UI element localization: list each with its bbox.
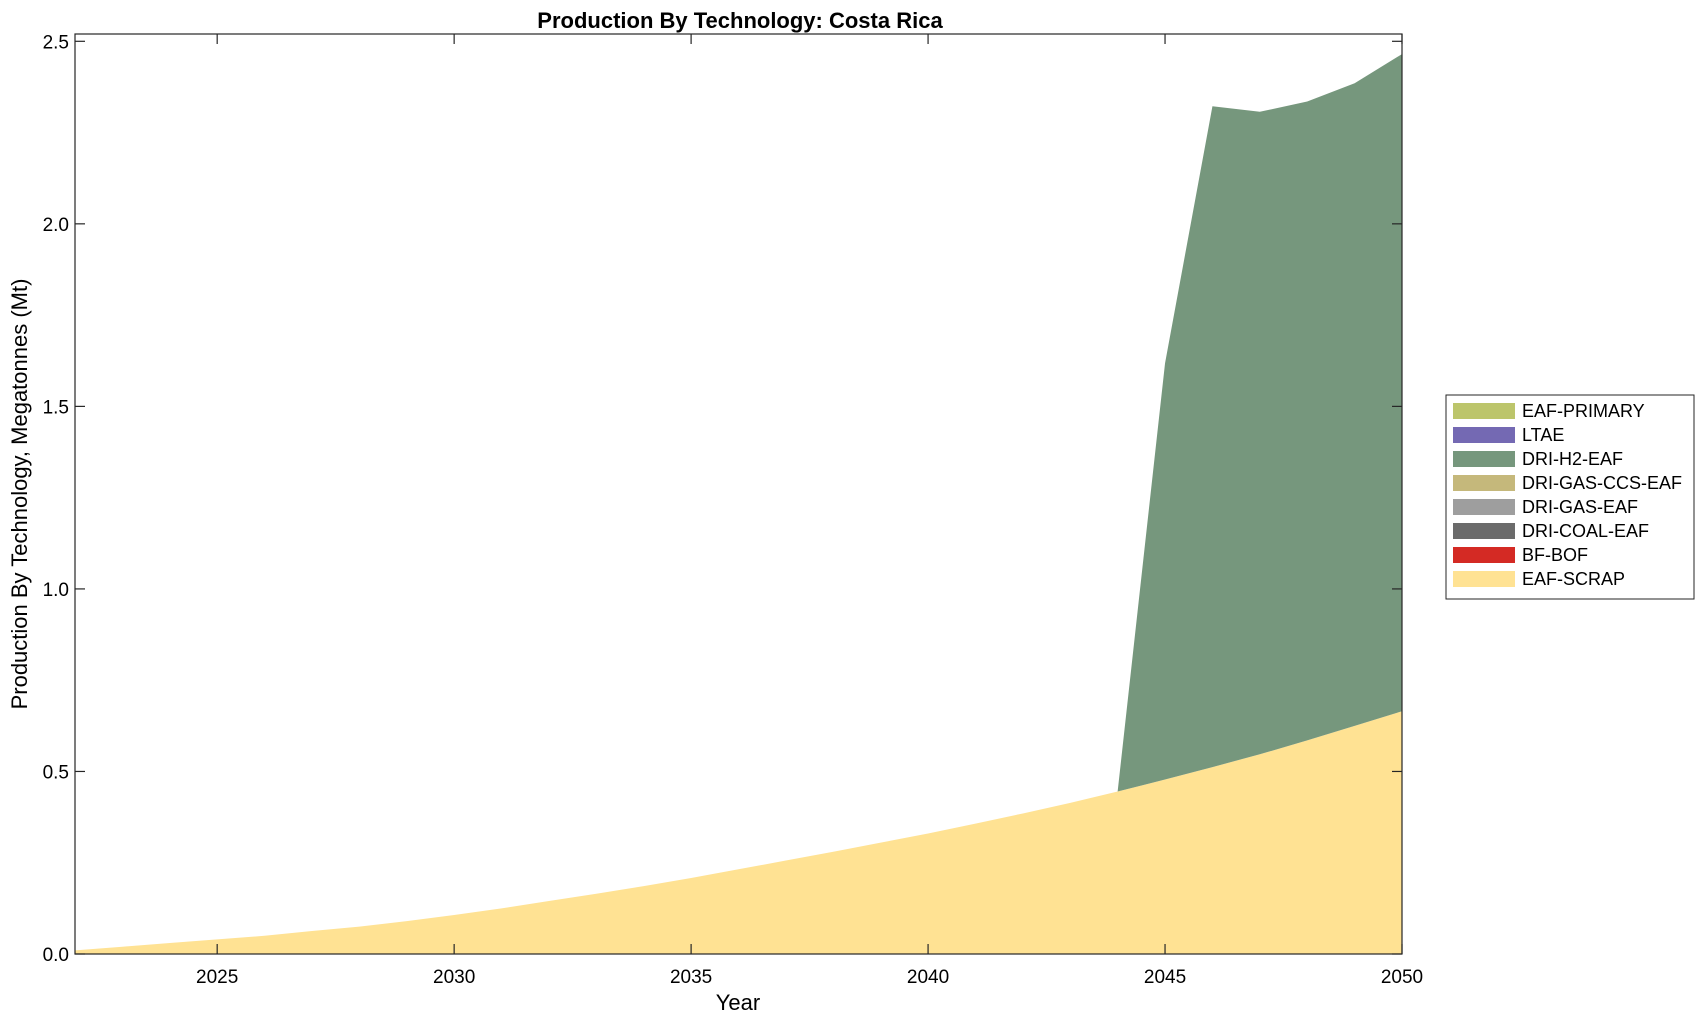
legend-swatch (1453, 523, 1515, 539)
y-tick-label: 1.5 (43, 397, 69, 418)
legend-label: EAF-SCRAP (1522, 569, 1625, 589)
y-tick-label: 0.0 (43, 945, 69, 966)
y-tick-label: 0.5 (43, 762, 69, 783)
x-axis-label: Year (716, 990, 760, 1015)
legend-label: BF-BOF (1522, 545, 1588, 565)
legend-label: DRI-GAS-EAF (1522, 497, 1638, 517)
legend-label: DRI-H2-EAF (1522, 449, 1623, 469)
y-tick-label: 1.0 (43, 580, 69, 601)
x-tick-label: 2045 (1144, 967, 1186, 988)
legend-swatch (1453, 403, 1515, 419)
x-tick-label: 2050 (1381, 967, 1423, 988)
x-tick-label: 2025 (196, 967, 238, 988)
x-tick-label: 2030 (433, 967, 475, 988)
legend: EAF-PRIMARY LTAE DRI-H2-EAF DRI-GAS-CCS-EAF… (1445, 394, 1695, 600)
legend-label: DRI-COAL-EAF (1522, 521, 1649, 541)
legend-swatch (1453, 475, 1515, 491)
area-layers (75, 54, 1402, 954)
legend-swatch (1453, 499, 1515, 515)
area-dri-h2-eaf (75, 54, 1402, 951)
x-tick-label: 2035 (670, 967, 712, 988)
legend-label: LTAE (1522, 425, 1564, 445)
x-tick-label: 2040 (907, 967, 949, 988)
legend-label: EAF-PRIMARY (1522, 401, 1645, 421)
y-tick-label: 2.5 (43, 32, 69, 53)
axis-ticks: 2025 2030 2035 2040 2045 2050 0.0 0.5 1.0 1.5 2.0 2… (43, 32, 1424, 988)
chart-title: Production By Technology: Costa Rica (537, 8, 943, 33)
area-eaf-scrap (75, 711, 1402, 954)
y-tick-label: 2.0 (43, 215, 69, 236)
plot-frame (74, 33, 1403, 955)
legend-label: DRI-GAS-CCS-EAF (1522, 473, 1682, 493)
legend-swatch (1453, 571, 1515, 587)
legend-swatch (1453, 451, 1515, 467)
y-axis-label: Production By Technology, Megatonnes (Mt… (7, 279, 32, 710)
legend-swatch (1453, 427, 1515, 443)
legend-swatch (1453, 547, 1515, 563)
